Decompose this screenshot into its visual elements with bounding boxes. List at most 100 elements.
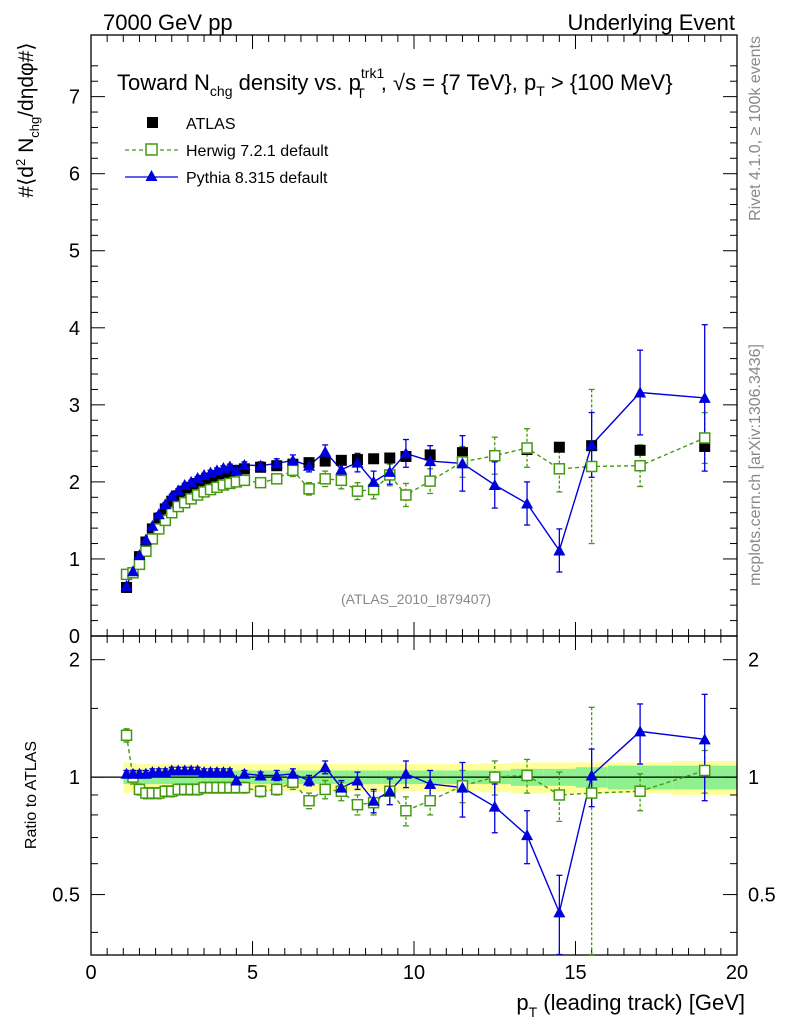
ratio-y-tick-label-right: 2 — [748, 650, 759, 672]
xlabel: pT (leading track) [GeV] — [516, 990, 745, 1020]
ratio-herwig-point — [521, 769, 533, 782]
main-ylabel: #⟨d2 Nchg/dηdφ#⟩ — [13, 42, 42, 197]
ratio-pythia-point — [319, 761, 332, 773]
pythia-point — [319, 445, 332, 457]
herwig-point — [303, 483, 315, 495]
main-y-tick-label: 0 — [69, 626, 80, 648]
ratio-pythia-point — [351, 774, 364, 786]
ratio-herwig-point — [489, 771, 501, 783]
header-left: 7000 GeV pp — [103, 10, 233, 35]
atlas-point — [456, 447, 468, 459]
pythia-point — [303, 459, 316, 471]
legend-label-herwig: Herwig 7.2.1 default — [186, 143, 329, 160]
herwig-point — [634, 459, 646, 472]
rivet-label: Rivet 4.1.0, ≥ 100k events — [747, 36, 764, 221]
title-part-d: > {100 MeV} — [545, 70, 673, 95]
ratio-pythia-point — [367, 794, 380, 806]
ratio-pythia-point — [254, 769, 267, 781]
main-y-tick-label: 6 — [69, 164, 80, 186]
pythia-point — [223, 460, 236, 472]
atlas-point — [166, 495, 178, 507]
ratio-y-tick-label: 1 — [69, 767, 80, 789]
pythia-point — [178, 478, 191, 490]
herwig-line — [126, 437, 705, 576]
ratio-pythia-point — [383, 785, 396, 797]
ratio-herwig-point — [303, 794, 315, 807]
pythia-point — [152, 508, 165, 520]
atlas-point — [368, 453, 380, 465]
pythia-point — [126, 565, 139, 577]
pythia-point — [270, 457, 283, 469]
herwig-point — [521, 442, 533, 454]
pythia-point — [488, 478, 501, 490]
title-part-c-sub: T — [536, 83, 545, 99]
ratio-pythia-point — [270, 769, 283, 781]
herwig-point — [140, 545, 152, 557]
pythia-point — [424, 455, 437, 467]
xlabel-part-b: (leading track) [GeV] — [537, 990, 745, 1015]
herwig-point — [585, 460, 598, 473]
ratio-y-tick-label: 2 — [69, 650, 80, 672]
xlabel-part-a: p — [516, 990, 528, 1015]
title-part-b: density vs. p — [233, 70, 361, 95]
analysis-id: (ATLAS_2010_I879407) — [341, 591, 491, 607]
xlabel-part-a-sub: T — [529, 1004, 538, 1020]
x-tick-label: 0 — [85, 962, 96, 984]
herwig-point — [553, 463, 566, 475]
ratio-ylabel: Ratio to ATLAS — [23, 741, 40, 849]
title-part-a-sub: chg — [210, 83, 233, 99]
pythia-point — [185, 475, 198, 487]
ratio-herwig-point — [585, 787, 598, 799]
pythia-point — [230, 464, 243, 476]
main-title: Toward Nchg density vs. ptrk1 T, √s = {7 … — [117, 65, 673, 101]
pythia-point — [133, 549, 146, 561]
herwig-point — [335, 474, 348, 487]
ylabel-part-b: N — [15, 138, 38, 159]
pythia-point — [367, 475, 380, 487]
herwig-point — [489, 449, 501, 462]
main-y-tick-label: 5 — [69, 241, 80, 263]
ratio-pythia-point — [230, 774, 243, 786]
ratio-herwig-point — [424, 794, 436, 807]
ratio-pythia-line — [126, 730, 705, 915]
title-part-b-sup: trk1 — [361, 65, 385, 81]
main-y-tick-label: 1 — [69, 549, 80, 571]
ratio-pythia-point — [456, 781, 469, 793]
ratio-pythia-point — [238, 767, 251, 779]
pythia-point — [351, 456, 364, 468]
title-part-c: , √s = {7 TeV}, p — [381, 70, 536, 95]
ratio-pythia-point — [634, 725, 647, 737]
ratio-herwig-point — [238, 781, 251, 794]
ratio-herwig-point — [287, 776, 299, 789]
ratio-pythia-point — [488, 800, 501, 812]
atlas-point — [179, 485, 191, 497]
ratio-pythia-point — [553, 906, 566, 918]
main-y-tick-label: 2 — [69, 472, 80, 494]
atlas-point — [335, 454, 347, 466]
ratio-herwig-point — [634, 785, 646, 798]
main-y-tick-label: 3 — [69, 395, 80, 417]
pythia-point — [159, 498, 172, 510]
herwig-point — [159, 514, 172, 527]
pythia-point — [191, 472, 204, 484]
ratio-herwig-point — [351, 798, 364, 811]
ratio-herwig-point — [270, 783, 283, 796]
atlas-point — [198, 474, 210, 486]
ratio-pythia-point — [521, 829, 534, 841]
herwig-point — [270, 473, 283, 485]
ratio-herwig-point — [254, 785, 267, 798]
ylabel-part-c: /dηdφ#⟩ — [15, 42, 38, 116]
ratio-pythia-point — [698, 733, 711, 745]
header-right: Underlying Event — [567, 10, 735, 35]
pythia-point — [383, 465, 396, 477]
legend-marker-herwig — [145, 143, 158, 156]
pythia-point — [165, 489, 178, 501]
atlas-point — [172, 490, 184, 502]
ratio-herwig-point — [120, 729, 133, 742]
pythia-point — [238, 458, 251, 470]
pythia-point — [254, 459, 267, 471]
atlas-point — [211, 470, 223, 482]
legend-label-atlas: ATLAS — [186, 116, 236, 133]
legend-marker-pythia — [145, 170, 158, 181]
